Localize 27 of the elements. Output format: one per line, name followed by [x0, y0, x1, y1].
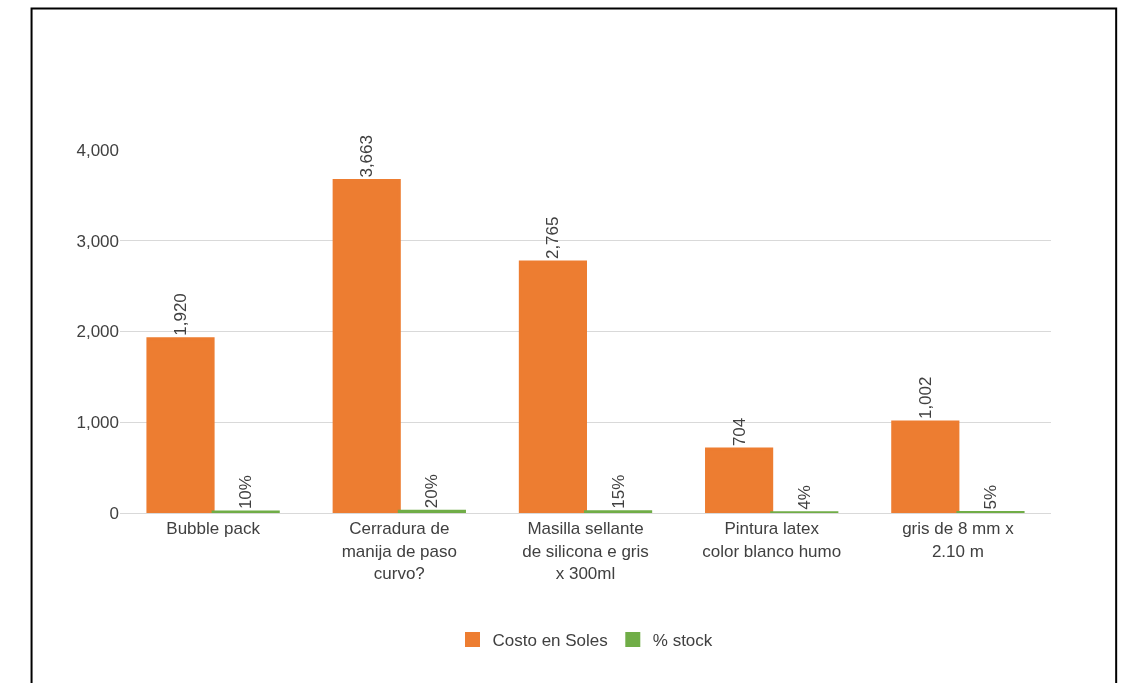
data-label: 704 [729, 417, 749, 447]
data-label: 3,663 [357, 135, 377, 178]
x-tick-label: Bubble pack [166, 519, 261, 539]
data-label: 20% [422, 474, 442, 509]
x-tick-label: Masilla sellante de silicona e gris x 300ml [522, 519, 649, 583]
bar [518, 260, 587, 513]
legend-label: % stock [652, 631, 713, 651]
bar [705, 447, 774, 513]
y-tick-label: 4,000 [76, 140, 119, 160]
x-tick-label: Cerradura de manija de paso curvo? [341, 519, 457, 583]
bar [332, 179, 401, 513]
data-label: 2,765 [543, 216, 563, 260]
bar [891, 420, 960, 513]
x-tick-label: gris de 8 mm x 2.10 m [902, 519, 1015, 561]
data-label: 10% [236, 475, 256, 510]
x-tick-label: Pintura latex color blanco humo [702, 519, 842, 561]
y-tick-label: 3,000 [76, 231, 119, 251]
data-label: 5% [980, 484, 1000, 510]
y-tick-label: 0 [109, 503, 119, 523]
y-tick-label: 2,000 [76, 322, 119, 342]
y-tick-label: 1,000 [76, 413, 119, 433]
data-label: 1,920 [171, 293, 191, 336]
data-label: 15% [608, 474, 628, 509]
bar [146, 337, 215, 513]
data-label: 4% [794, 485, 814, 510]
data-label: 1,002 [915, 376, 935, 420]
legend-label: Costo en Soles [492, 631, 608, 651]
